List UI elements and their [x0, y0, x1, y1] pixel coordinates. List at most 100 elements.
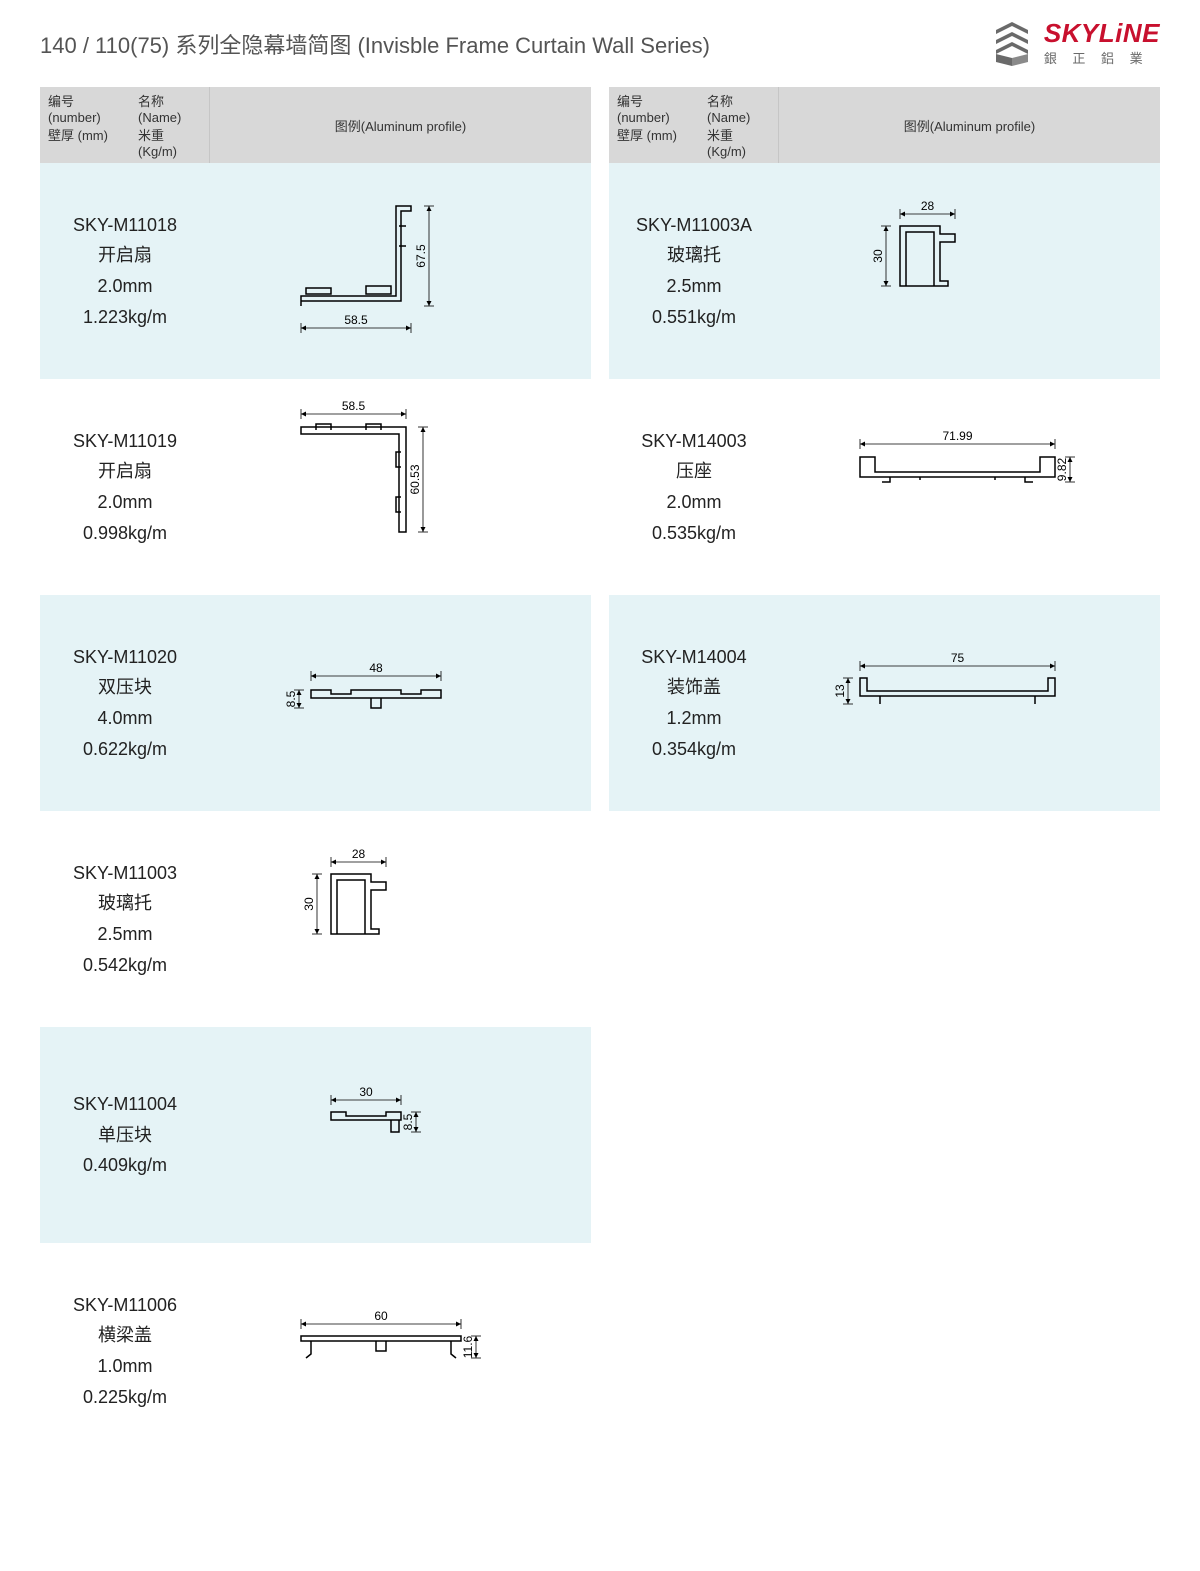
product-weight: 1.223kg/m: [83, 302, 167, 333]
profile-diagram-cell: 28 30: [779, 163, 1160, 379]
product-thickness: 2.0mm: [97, 271, 152, 302]
svg-text:30: 30: [302, 897, 316, 911]
brand-name: SKYLiNE: [1044, 20, 1160, 46]
product-thickness: 4.0mm: [97, 703, 152, 734]
profile-diagram-cell: 48 8.5: [210, 595, 591, 811]
product-name: 压座: [676, 456, 712, 487]
svg-text:58.5: 58.5: [341, 399, 365, 413]
skyline-logo-icon: [986, 22, 1038, 66]
product-weight: 0.622kg/m: [83, 734, 167, 765]
product-info-cell: SKY-M11020双压块4.0mm0.622kg/m: [40, 595, 210, 811]
product-name: 玻璃托: [667, 240, 721, 271]
product-weight: 0.998kg/m: [83, 518, 167, 549]
catalog-columns: 编号 (number) 名称 (Name) 壁厚 (mm) 米重 (Kg/m) …: [40, 87, 1160, 1459]
header-profile-label: 图例(Aluminum profile): [904, 116, 1035, 135]
product-thickness: 2.5mm: [97, 919, 152, 950]
header-thickness-label: 壁厚 (mm): [48, 125, 128, 159]
catalog-row: SKY-M11019开启扇2.0mm0.998kg/m 58.5 60.53: [40, 379, 591, 595]
product-number: SKY-M14003: [641, 426, 746, 457]
brand-logo: SKYLiNE 銀 正 鋁 業: [986, 20, 1160, 67]
profile-diagram-cell: 75 13: [779, 595, 1160, 811]
product-info-cell: SKY-M11019开启扇2.0mm0.998kg/m: [40, 379, 210, 595]
svg-text:8.5: 8.5: [284, 690, 298, 707]
catalog-row: SKY-M11018开启扇2.0mm1.223kg/m 58.5 67.5: [40, 163, 591, 379]
product-info-cell: SKY-M14004装饰盖1.2mm0.354kg/m: [609, 595, 779, 811]
svg-text:58.5: 58.5: [344, 313, 368, 327]
product-number: SKY-M11019: [73, 426, 177, 457]
column-header: 编号 (number) 名称 (Name) 壁厚 (mm) 米重 (Kg/m) …: [40, 87, 591, 163]
product-number: SKY-M14004: [641, 642, 746, 673]
header-thickness-label: 壁厚 (mm): [617, 125, 697, 159]
page-title: 140 / 110(75) 系列全隐幕墙简图 (Invisble Frame C…: [40, 20, 710, 60]
catalog-row: SKY-M14004装饰盖1.2mm0.354kg/m 75 13: [609, 595, 1160, 811]
left-column: 编号 (number) 名称 (Name) 壁厚 (mm) 米重 (Kg/m) …: [40, 87, 591, 1459]
header-weight-label: 米重 (Kg/m): [707, 125, 770, 159]
product-number: SKY-M11003: [73, 858, 177, 889]
profile-diagram-cell: 58.5 60.53: [210, 379, 591, 595]
svg-text:13: 13: [833, 684, 847, 698]
product-weight: 0.551kg/m: [652, 302, 736, 333]
header-profile-label: 图例(Aluminum profile): [335, 116, 466, 135]
catalog-row: SKY-M11003玻璃托2.5mm0.542kg/m 28 30: [40, 811, 591, 1027]
profile-diagram-cell: 71.99 9.82: [779, 379, 1160, 595]
catalog-row: SKY-M11003A玻璃托2.5mm0.551kg/m 28 30: [609, 163, 1160, 379]
product-number: SKY-M11018: [73, 210, 177, 241]
header-number-label: 编号 (number): [617, 91, 697, 125]
product-number: SKY-M11003A: [636, 210, 752, 241]
product-info-cell: SKY-M14003压座2.0mm0.535kg/m: [609, 379, 779, 595]
svg-text:48: 48: [369, 661, 383, 675]
product-number: SKY-M11004: [73, 1089, 177, 1120]
product-thickness: 2.5mm: [666, 271, 721, 302]
product-info-cell: SKY-M11003A玻璃托2.5mm0.551kg/m: [609, 163, 779, 379]
right-column: 编号 (number) 名称 (Name) 壁厚 (mm) 米重 (Kg/m) …: [609, 87, 1160, 1459]
product-weight: 0.354kg/m: [652, 734, 736, 765]
brand-subtitle: 銀 正 鋁 業: [1044, 48, 1160, 67]
product-info-cell: SKY-M11018开启扇2.0mm1.223kg/m: [40, 163, 210, 379]
header-weight-label: 米重 (Kg/m): [138, 125, 201, 159]
page-header: 140 / 110(75) 系列全隐幕墙简图 (Invisble Frame C…: [40, 20, 1160, 67]
product-name: 装饰盖: [667, 672, 721, 703]
product-name: 单压块: [98, 1120, 152, 1151]
product-number: SKY-M11020: [73, 642, 177, 673]
product-thickness: 1.2mm: [666, 703, 721, 734]
product-info-cell: SKY-M11003玻璃托2.5mm0.542kg/m: [40, 811, 210, 1027]
product-weight: 0.225kg/m: [83, 1382, 167, 1413]
svg-text:30: 30: [359, 1085, 373, 1099]
profile-diagram-cell: 58.5 67.5: [210, 163, 591, 379]
header-name-label: 名称 (Name): [138, 91, 201, 125]
product-info-cell: SKY-M11006横梁盖1.0mm0.225kg/m: [40, 1243, 210, 1459]
column-header: 编号 (number) 名称 (Name) 壁厚 (mm) 米重 (Kg/m) …: [609, 87, 1160, 163]
header-number-label: 编号 (number): [48, 91, 128, 125]
svg-text:28: 28: [351, 847, 365, 861]
svg-text:9.82: 9.82: [1055, 457, 1069, 481]
profile-diagram-cell: 30 8.5: [210, 1027, 591, 1243]
product-thickness: 2.0mm: [97, 487, 152, 518]
product-name: 横梁盖: [98, 1320, 152, 1351]
product-weight: 0.535kg/m: [652, 518, 736, 549]
product-number: SKY-M11006: [73, 1290, 177, 1321]
catalog-row: SKY-M11004单压块0.409kg/m 30 8.5: [40, 1027, 591, 1243]
product-name: 开启扇: [98, 456, 152, 487]
product-info-cell: SKY-M11004单压块0.409kg/m: [40, 1027, 210, 1243]
svg-text:11.6: 11.6: [461, 1335, 475, 1358]
svg-text:71.99: 71.99: [942, 429, 972, 443]
product-thickness: 2.0mm: [666, 487, 721, 518]
svg-text:28: 28: [920, 199, 934, 213]
catalog-row: SKY-M11020双压块4.0mm0.622kg/m 48 8.5: [40, 595, 591, 811]
profile-diagram-cell: 60 11.6: [210, 1243, 591, 1459]
product-name: 开启扇: [98, 240, 152, 271]
header-name-label: 名称 (Name): [707, 91, 770, 125]
svg-text:67.5: 67.5: [414, 244, 428, 268]
product-thickness: 1.0mm: [97, 1351, 152, 1382]
product-name: 双压块: [98, 672, 152, 703]
profile-diagram-cell: 28 30: [210, 811, 591, 1027]
product-name: 玻璃托: [98, 888, 152, 919]
svg-text:8.5: 8.5: [401, 1113, 415, 1130]
svg-text:60: 60: [374, 1309, 388, 1323]
svg-text:75: 75: [950, 651, 964, 665]
catalog-row: SKY-M11006横梁盖1.0mm0.225kg/m 60 11.6: [40, 1243, 591, 1459]
product-weight: 0.409kg/m: [83, 1150, 167, 1181]
svg-text:60.53: 60.53: [408, 464, 422, 494]
catalog-row: SKY-M14003压座2.0mm0.535kg/m 71.99 9.82: [609, 379, 1160, 595]
svg-text:30: 30: [871, 249, 885, 263]
